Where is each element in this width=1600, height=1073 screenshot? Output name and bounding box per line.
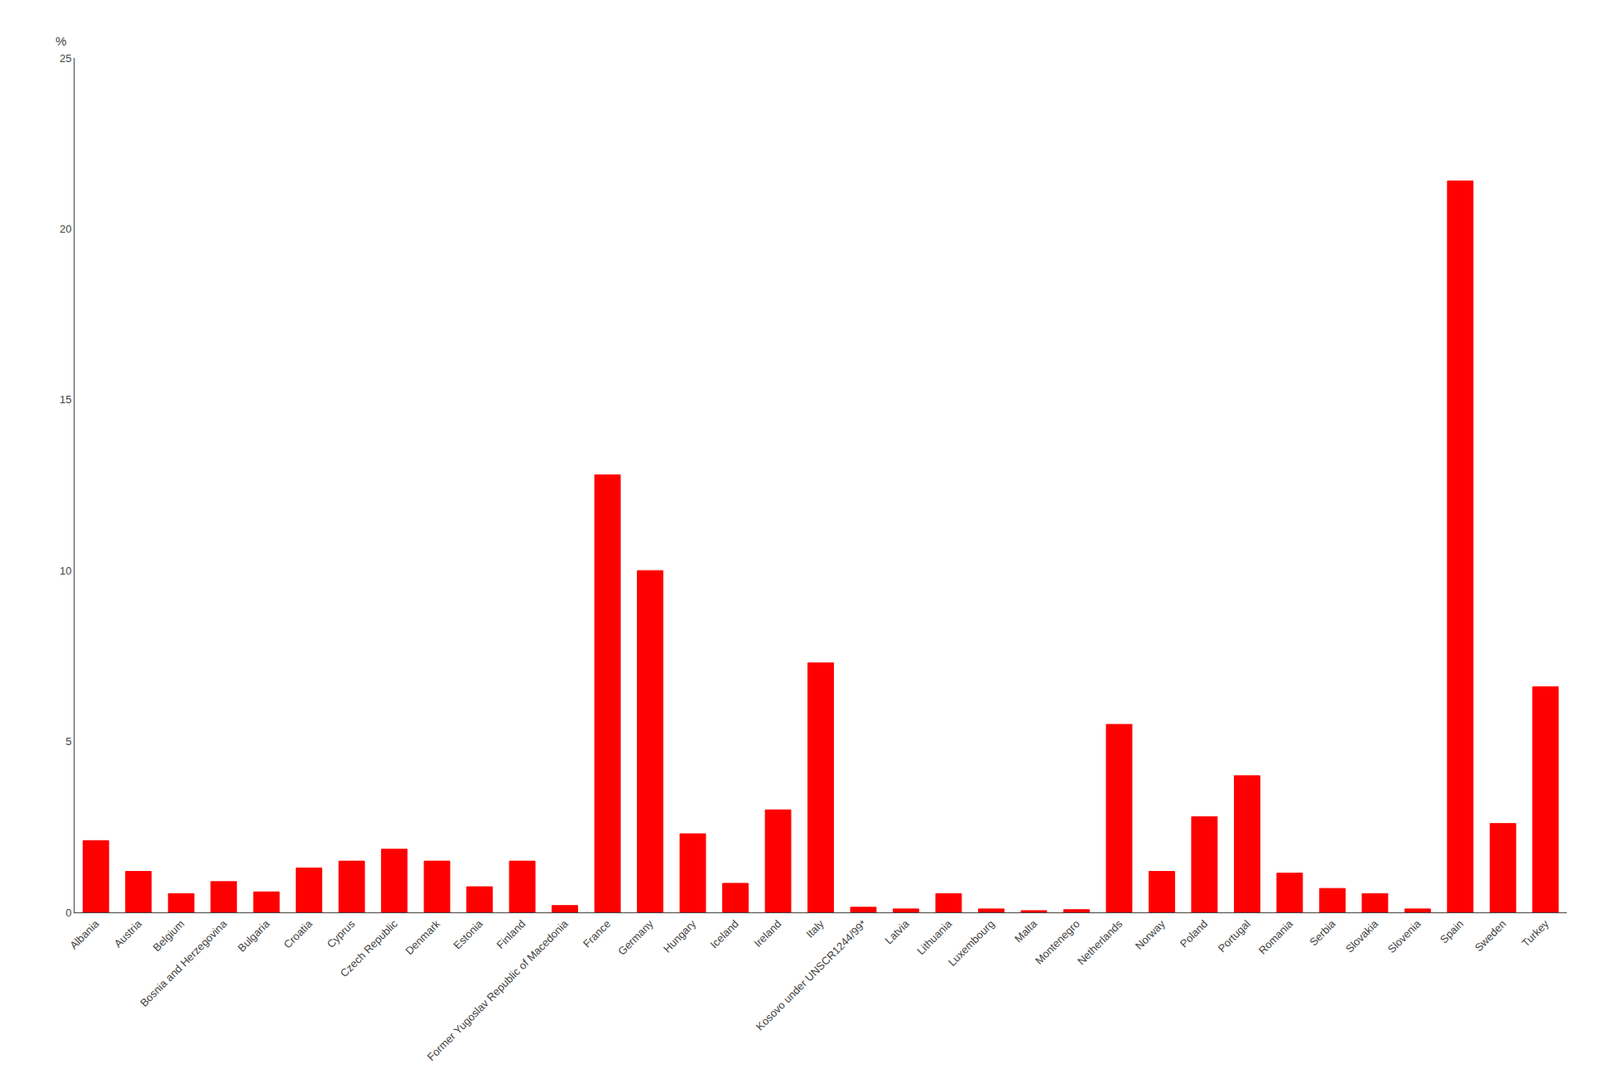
svg-text:Austria: Austria [111,917,145,951]
svg-text:Portugal: Portugal [1215,917,1254,955]
svg-text:Iceland: Iceland [707,917,741,951]
svg-text:Ireland: Ireland [751,917,785,950]
svg-text:25: 25 [59,52,72,65]
svg-text:%: % [55,33,67,49]
svg-text:15: 15 [59,393,72,406]
svg-text:Bosnia and Herzegovina: Bosnia and Herzegovina [137,917,230,1010]
svg-text:0: 0 [65,906,72,920]
svg-text:Croatia: Croatia [281,917,316,952]
svg-text:Finland: Finland [494,917,529,952]
svg-text:Luxembourg: Luxembourg [945,917,998,969]
svg-text:Spain: Spain [1437,917,1466,946]
svg-text:Sweden: Sweden [1472,917,1509,955]
svg-text:Malta: Malta [1012,917,1041,946]
svg-text:Netherlands: Netherlands [1074,917,1126,969]
svg-text:France: France [580,917,613,950]
svg-text:Montenegro: Montenegro [1032,917,1083,968]
svg-text:Albania: Albania [67,917,102,953]
svg-text:Bulgaria: Bulgaria [235,917,273,955]
svg-text:Slovenia: Slovenia [1385,917,1424,956]
svg-text:Cyprus: Cyprus [324,917,358,951]
svg-text:Hungary: Hungary [660,917,699,956]
svg-text:10: 10 [59,564,72,578]
svg-text:Italy: Italy [803,917,827,941]
svg-text:20: 20 [59,222,72,236]
svg-text:5: 5 [65,735,72,748]
svg-text:Norway: Norway [1132,917,1168,953]
svg-text:Turkey: Turkey [1519,917,1552,950]
svg-text:Romania: Romania [1256,917,1297,958]
svg-text:Czech Republic: Czech Republic [337,917,400,980]
svg-text:Serbia: Serbia [1306,917,1339,950]
svg-text:Latvia: Latvia [882,917,913,948]
svg-text:Poland: Poland [1177,917,1210,950]
svg-text:Estonia: Estonia [451,917,487,953]
svg-text:Former Yugoslav Republic of Ma: Former Yugoslav Republic of Macedonia [424,917,572,1065]
svg-text:Lithuania: Lithuania [914,917,955,958]
svg-text:Slovakia: Slovakia [1343,917,1382,956]
svg-text:Denmark: Denmark [402,917,443,958]
svg-text:Germany: Germany [615,917,656,959]
svg-text:Kosovo under UNSCR1244/99*: Kosovo under UNSCR1244/99* [753,917,869,1033]
svg-text:Belgium: Belgium [150,917,188,955]
